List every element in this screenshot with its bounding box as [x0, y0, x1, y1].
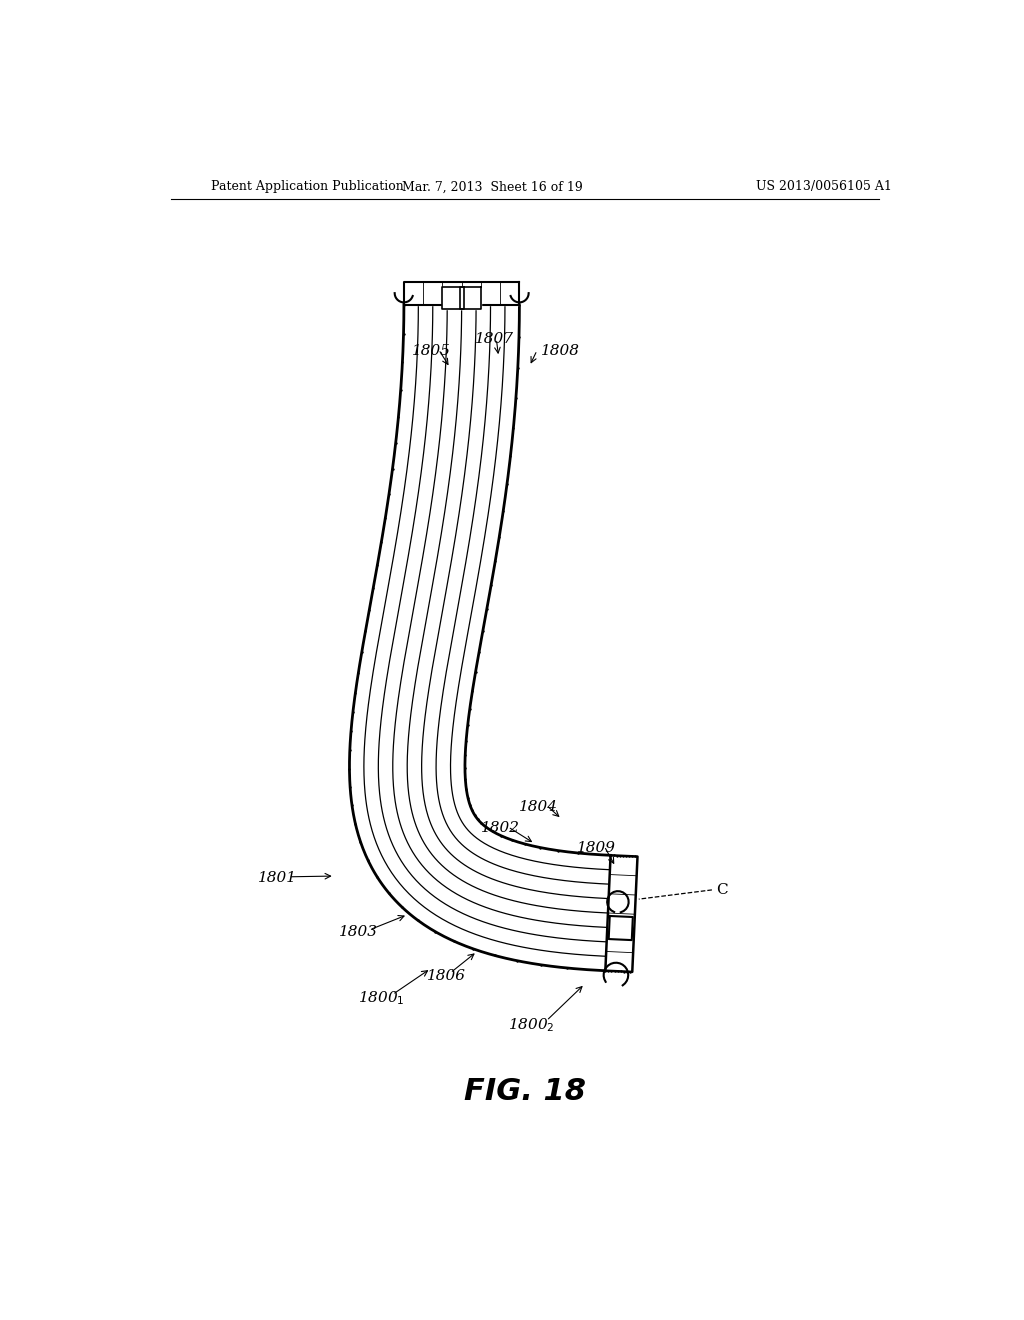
Polygon shape	[460, 286, 481, 309]
Text: 1800$_2$: 1800$_2$	[508, 1016, 555, 1034]
Text: 1808: 1808	[541, 345, 580, 358]
Text: 1803: 1803	[339, 925, 378, 940]
Text: 1800$_1$: 1800$_1$	[357, 989, 404, 1007]
Text: C: C	[716, 883, 727, 896]
Polygon shape	[403, 281, 519, 305]
Polygon shape	[442, 286, 464, 309]
Text: 1807: 1807	[475, 333, 514, 346]
Text: 1809: 1809	[578, 841, 616, 854]
Text: Patent Application Publication: Patent Application Publication	[211, 181, 404, 194]
Text: 1801: 1801	[258, 871, 297, 886]
Polygon shape	[349, 305, 610, 970]
Polygon shape	[608, 916, 633, 940]
Text: 1805: 1805	[412, 345, 451, 358]
Text: FIG. 18: FIG. 18	[464, 1077, 586, 1106]
Text: 1802: 1802	[481, 821, 520, 836]
Text: US 2013/0056105 A1: US 2013/0056105 A1	[756, 181, 892, 194]
Text: Mar. 7, 2013  Sheet 16 of 19: Mar. 7, 2013 Sheet 16 of 19	[402, 181, 583, 194]
Polygon shape	[605, 855, 638, 972]
Text: 1806: 1806	[427, 969, 466, 983]
Text: 1804: 1804	[519, 800, 558, 813]
